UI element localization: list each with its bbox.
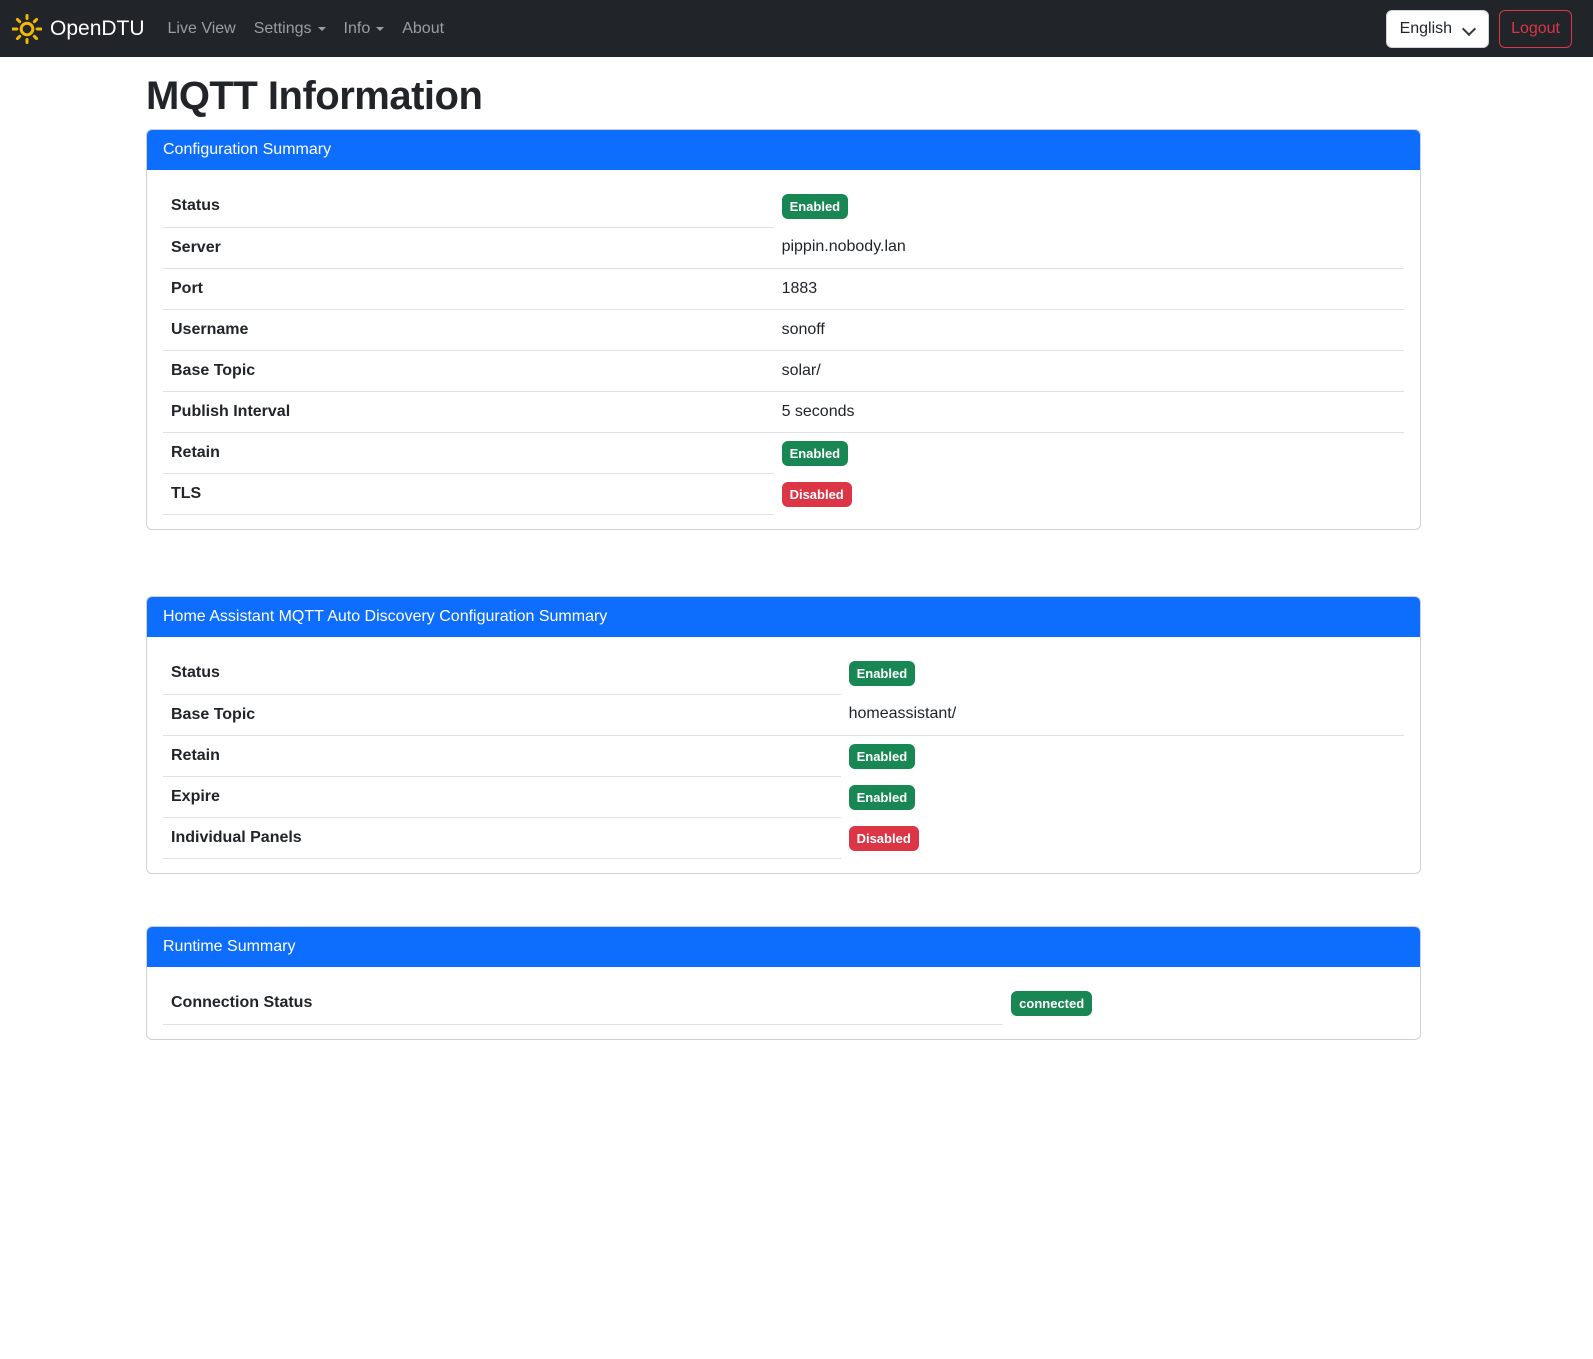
row-value: Enabled: [774, 432, 1404, 474]
configuration-summary-table: Status Enabled Server pippin.nobody.lan …: [163, 186, 1404, 515]
row-label: Base Topic: [163, 694, 841, 736]
status-badge: Enabled: [848, 661, 916, 686]
status-badge: Disabled: [848, 825, 919, 851]
row-value: 5 seconds: [773, 391, 1404, 433]
connection-status-badge: connected: [1011, 991, 1093, 1016]
row-label: Server: [163, 227, 774, 269]
ha-auto-discovery-table: Status Enabled Base Topic homeassistant/…: [163, 653, 1404, 859]
row-label: Individual Panels: [163, 817, 841, 859]
row-value: Enabled: [841, 653, 1404, 694]
card-body: Status Enabled Server pippin.nobody.lan …: [147, 170, 1420, 529]
table-row: Status Enabled: [163, 186, 1404, 228]
row-value: Disabled: [841, 818, 1404, 859]
row-value: 1883: [773, 268, 1404, 310]
row-value: solar/: [773, 350, 1404, 392]
row-value: pippin.nobody.lan: [773, 227, 1404, 269]
table-row: Individual Panels Disabled: [163, 817, 1404, 859]
chevron-down-icon: [317, 26, 326, 31]
row-label: Publish Interval: [163, 391, 774, 433]
brand-text: OpenDTU: [50, 17, 145, 40]
table-row: Connection Status connected: [163, 983, 1404, 1025]
table-row: Base Topic solar/: [163, 350, 1404, 392]
nav-item-live-view[interactable]: Live View: [167, 19, 236, 37]
row-label: Retain: [163, 735, 841, 777]
row-value: sonoff: [773, 309, 1404, 351]
card-header: Configuration Summary: [147, 130, 1420, 170]
table-row: Username sonoff: [163, 309, 1404, 351]
runtime-summary-table: Connection Status connected: [163, 983, 1404, 1025]
nav-item-settings-label: Settings: [253, 19, 312, 37]
nav-item-settings[interactable]: Settings: [245, 12, 335, 46]
nav-item-info-label: Info: [343, 19, 371, 37]
configuration-summary-card: Configuration Summary Status Enabled Ser…: [146, 129, 1421, 530]
main-content: MQTT Information Configuration Summary S…: [146, 72, 1421, 1040]
card-header: Runtime Summary: [147, 927, 1420, 967]
table-row: Server pippin.nobody.lan: [163, 227, 1404, 269]
table-row: Port 1883: [163, 268, 1404, 310]
status-badge: Enabled: [781, 440, 849, 466]
card-header: Home Assistant MQTT Auto Discovery Confi…: [147, 597, 1420, 637]
status-badge: Enabled: [848, 784, 916, 810]
nav-item-about[interactable]: About: [402, 19, 445, 37]
runtime-summary-card: Runtime Summary Connection Status connec…: [146, 926, 1421, 1040]
card-body: Connection Status connected: [147, 967, 1420, 1039]
row-value: Enabled: [841, 735, 1404, 777]
table-row: TLS Disabled: [163, 473, 1404, 515]
navbar-right: English Logout: [1385, 9, 1572, 48]
row-label: TLS: [163, 473, 774, 515]
table-row: Status Enabled: [163, 653, 1404, 695]
table-row: Base Topic homeassistant/: [163, 694, 1404, 736]
nav-item-info[interactable]: Info: [335, 12, 394, 46]
chevron-down-icon: [376, 26, 385, 31]
navbar: OpenDTU Live View Settings Info About En…: [0, 0, 1593, 57]
row-value: Enabled: [774, 186, 1404, 227]
row-label: Status: [163, 653, 841, 695]
row-label: Expire: [163, 776, 841, 818]
table-row: Retain Enabled: [163, 735, 1404, 777]
row-value: Enabled: [841, 777, 1404, 818]
page-title: MQTT Information: [146, 74, 483, 118]
status-badge: Disabled: [781, 481, 852, 507]
row-label: Connection Status: [163, 983, 1004, 1025]
row-label: Retain: [163, 432, 774, 474]
brand-link[interactable]: OpenDTU: [12, 13, 145, 44]
row-value: connected: [1003, 983, 1404, 1024]
row-label: Username: [163, 309, 774, 351]
ha-auto-discovery-card: Home Assistant MQTT Auto Discovery Confi…: [146, 596, 1421, 874]
table-row: Expire Enabled: [163, 776, 1404, 818]
language-select-value: English: [1399, 19, 1453, 37]
row-label: Status: [163, 186, 774, 228]
table-row: Publish Interval 5 seconds: [163, 391, 1404, 433]
card-body: Status Enabled Base Topic homeassistant/…: [147, 637, 1420, 873]
status-badge: Enabled: [848, 743, 916, 769]
language-select[interactable]: English: [1385, 9, 1490, 48]
navbar-left: OpenDTU Live View Settings Info About: [12, 12, 453, 46]
table-row: Retain Enabled: [163, 432, 1404, 474]
nav-links: Live View Settings Info About: [159, 12, 454, 46]
sun-logo-icon: [12, 13, 42, 44]
row-value: Disabled: [774, 474, 1404, 515]
row-label: Base Topic: [163, 350, 774, 392]
row-value: homeassistant/: [840, 694, 1404, 736]
status-badge: Enabled: [781, 194, 849, 219]
row-label: Port: [163, 268, 774, 310]
logout-button[interactable]: Logout: [1499, 9, 1572, 48]
